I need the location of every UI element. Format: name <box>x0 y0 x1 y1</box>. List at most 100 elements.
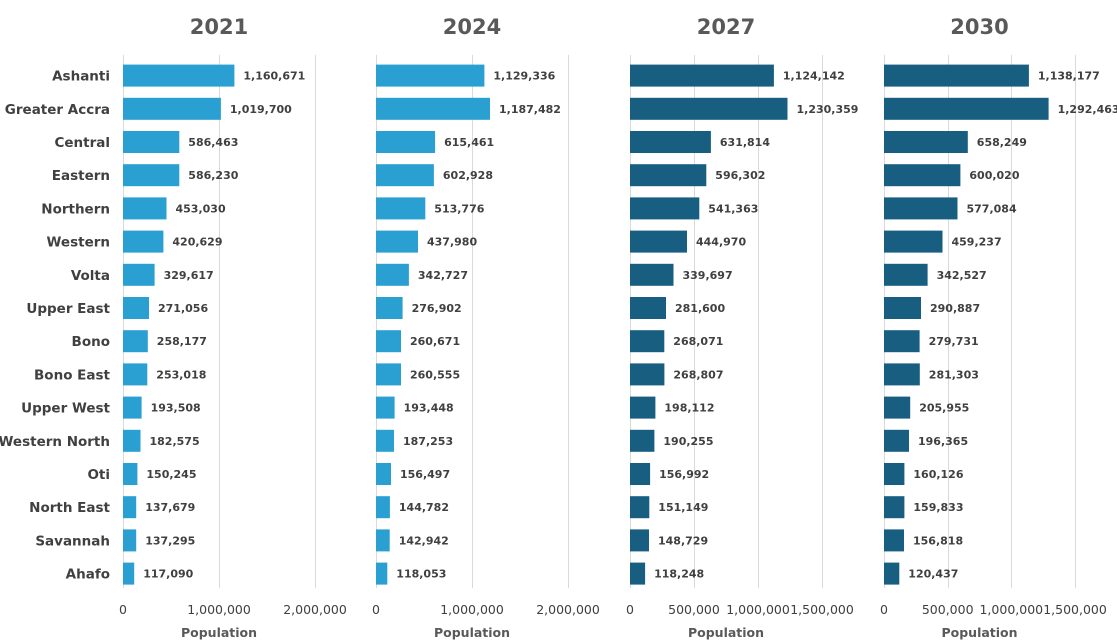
bar <box>884 131 968 153</box>
data-label: 586,230 <box>188 169 238 182</box>
bar <box>123 529 137 552</box>
category-label: Greater Accra <box>5 102 110 118</box>
bar <box>123 164 180 187</box>
data-label: 577,084 <box>967 202 1017 215</box>
data-label: 118,248 <box>654 568 704 581</box>
category-label: Savannah <box>35 533 110 549</box>
data-label: 117,090 <box>143 568 193 581</box>
data-label: 156,497 <box>400 468 450 481</box>
data-label: 290,887 <box>930 302 980 315</box>
data-label: 339,697 <box>683 269 733 282</box>
bar <box>884 197 958 220</box>
bar <box>630 297 666 319</box>
bar <box>376 496 390 519</box>
bar <box>630 164 707 187</box>
bar <box>123 463 138 485</box>
bar <box>884 363 920 386</box>
category-label: Northern <box>41 201 110 217</box>
data-label: 137,295 <box>145 534 195 547</box>
bar <box>376 197 426 220</box>
category-label: Western <box>47 235 110 251</box>
axis-title: Population <box>181 625 257 640</box>
data-label: 513,776 <box>434 202 484 215</box>
data-label: 193,508 <box>151 402 201 415</box>
bar <box>884 496 905 519</box>
data-label: 342,527 <box>937 269 987 282</box>
bar <box>123 396 142 419</box>
data-label: 205,955 <box>919 402 969 415</box>
data-label: 187,253 <box>403 435 453 448</box>
data-label: 541,363 <box>708 202 758 215</box>
bar <box>630 230 687 253</box>
data-label: 268,071 <box>673 335 723 348</box>
category-label: North East <box>29 500 110 516</box>
bar <box>630 463 651 485</box>
category-label: Oti <box>87 467 110 483</box>
data-label: 1,187,482 <box>499 103 561 116</box>
bar <box>884 463 905 485</box>
bar <box>376 562 388 585</box>
bar <box>630 529 649 552</box>
data-label: 281,600 <box>675 302 725 315</box>
bar <box>123 363 148 386</box>
bar <box>630 330 665 353</box>
bar <box>376 463 391 485</box>
tick-label: 0 <box>119 602 127 617</box>
bar <box>630 562 646 585</box>
data-label: 150,245 <box>146 468 196 481</box>
data-label: 279,731 <box>929 335 979 348</box>
data-label: 258,177 <box>157 335 207 348</box>
bar <box>376 529 390 552</box>
data-label: 148,729 <box>658 534 708 547</box>
data-label: 602,928 <box>443 169 493 182</box>
bar <box>376 263 409 286</box>
data-label: 1,160,671 <box>243 70 305 83</box>
category-label: Eastern <box>52 168 110 184</box>
axis-title: Population <box>434 625 510 640</box>
bar <box>884 396 911 419</box>
category-label: Upper East <box>26 301 110 317</box>
data-label: 658,249 <box>977 136 1027 149</box>
bar <box>630 64 774 87</box>
data-label: 196,365 <box>918 435 968 448</box>
bar <box>630 131 711 153</box>
data-label: 586,463 <box>188 136 238 149</box>
data-label: 253,018 <box>156 368 206 381</box>
data-label: 1,230,359 <box>797 103 859 116</box>
data-label: 120,437 <box>908 568 958 581</box>
tick-label: 1,500,000 <box>790 602 854 617</box>
bar <box>123 297 149 319</box>
data-label: 118,053 <box>396 568 446 581</box>
bar <box>123 131 180 153</box>
data-label: 193,448 <box>404 402 454 415</box>
bar <box>376 64 485 87</box>
data-label: 453,030 <box>176 202 226 215</box>
data-label: 190,255 <box>663 435 713 448</box>
data-label: 596,302 <box>715 169 765 182</box>
data-label: 1,138,177 <box>1038 70 1100 83</box>
bar <box>884 297 921 319</box>
bar <box>123 97 221 120</box>
data-label: 260,555 <box>410 368 460 381</box>
bar <box>630 496 650 519</box>
bar <box>123 197 167 220</box>
data-label: 159,833 <box>913 501 963 514</box>
tick-label: 0 <box>626 602 634 617</box>
bar <box>123 429 141 452</box>
tick-label: 1,000,000 <box>440 602 504 617</box>
panel-title: 2024 <box>443 15 501 39</box>
bar <box>630 97 788 120</box>
data-label: 271,056 <box>158 302 208 315</box>
bar <box>630 363 665 386</box>
data-label: 156,818 <box>913 534 963 547</box>
tick-label: 2,000,000 <box>536 602 600 617</box>
bar <box>884 562 900 585</box>
bar <box>123 496 137 519</box>
tick-label: 2,000,000 <box>283 602 347 617</box>
panel-title: 2030 <box>950 15 1008 39</box>
data-label: 198,112 <box>664 402 714 415</box>
bar <box>376 429 394 452</box>
data-label: 281,303 <box>929 368 979 381</box>
data-label: 137,679 <box>145 501 195 514</box>
